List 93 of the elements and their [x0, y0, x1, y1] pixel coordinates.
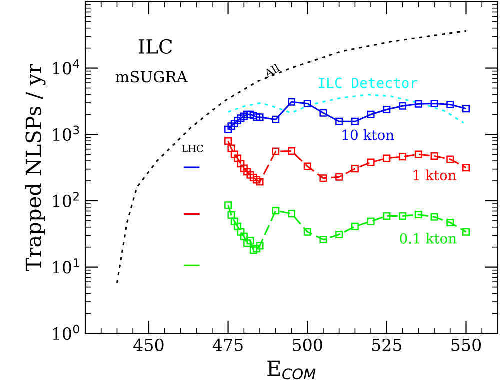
point: [224, 202, 232, 210]
point: [288, 98, 296, 106]
series-label: 10 kton: [342, 130, 394, 140]
point: [367, 158, 375, 166]
y-tick-label: 10$^{3}$: [53, 126, 80, 142]
point: [237, 228, 245, 236]
point: [430, 100, 438, 108]
point: [383, 154, 391, 162]
point: [244, 168, 252, 176]
point: [253, 114, 261, 122]
point: [288, 210, 296, 218]
point: [240, 232, 248, 240]
point: [230, 120, 238, 128]
point: [228, 211, 236, 219]
point: [399, 102, 407, 110]
point: [230, 150, 238, 158]
text: All: [263, 63, 280, 78]
point: [224, 126, 232, 134]
point: [446, 218, 454, 226]
point: [320, 174, 328, 182]
point: [246, 171, 254, 179]
point: [256, 242, 264, 250]
x-axis-title: E$_{COM}$: [268, 360, 316, 380]
point: [228, 122, 236, 130]
point: [246, 237, 254, 245]
point: [234, 222, 242, 230]
point: [462, 164, 470, 172]
x-tick-label: 550: [452, 338, 482, 352]
point: [414, 211, 422, 219]
point: [383, 106, 391, 114]
point: [244, 240, 252, 248]
point: [367, 110, 375, 118]
point: [256, 114, 264, 122]
point: [234, 116, 242, 124]
line-series: [228, 94, 464, 124]
point: [351, 222, 359, 230]
point: [446, 101, 454, 109]
annotation: mSUGRA: [116, 71, 188, 83]
point: [320, 109, 328, 117]
point: [228, 144, 236, 152]
y-tick-label: 10$^{0}$: [53, 324, 80, 340]
point: [272, 148, 280, 156]
line-series: [116, 30, 468, 284]
point: [304, 100, 312, 108]
point: [237, 160, 245, 168]
y-tick-label: 10$^{1}$: [53, 258, 80, 274]
x-tick-label: 475: [212, 338, 243, 352]
y-tick-label: 10$^{4}$: [53, 60, 80, 75]
point: [240, 164, 248, 172]
point: [256, 178, 264, 186]
point: [250, 112, 258, 120]
x-tick-label: 525: [372, 338, 402, 352]
y-tick-label: 10$^{2}$: [53, 192, 79, 208]
point: [234, 154, 242, 162]
point: [250, 246, 258, 254]
point: [351, 118, 359, 126]
point: [430, 152, 438, 160]
point: [399, 153, 407, 161]
annotation: ILC: [138, 39, 172, 54]
point: [250, 174, 258, 182]
y-axis-title: Trapped NLSPs / yr: [25, 64, 46, 272]
x-tick-label: 500: [293, 338, 322, 352]
point: [336, 173, 344, 181]
point: [253, 245, 261, 253]
point: [446, 156, 454, 164]
series-label: ILC Detector: [319, 78, 418, 88]
point: [414, 150, 422, 158]
point: [462, 228, 470, 236]
point: [288, 147, 296, 155]
point: [272, 207, 280, 215]
point: [351, 165, 359, 173]
series-label: 0.1 kton: [400, 233, 457, 244]
point: [304, 228, 312, 236]
point: [430, 213, 438, 221]
point: [336, 230, 344, 238]
point: [399, 212, 407, 220]
point: [246, 110, 254, 118]
series-label: 1 kton: [414, 170, 456, 181]
point: [240, 112, 248, 120]
point: [237, 114, 245, 122]
point: [230, 218, 238, 226]
point: [383, 212, 391, 220]
point: [224, 138, 232, 146]
point: [462, 105, 470, 113]
point: [336, 118, 344, 126]
point: [272, 116, 280, 124]
annotation: LHC: [182, 145, 204, 152]
x-tick-label: 450: [134, 338, 164, 352]
point: [253, 176, 261, 184]
point: [367, 218, 375, 226]
point: [304, 162, 312, 170]
point: [414, 100, 422, 108]
point: [320, 236, 328, 244]
